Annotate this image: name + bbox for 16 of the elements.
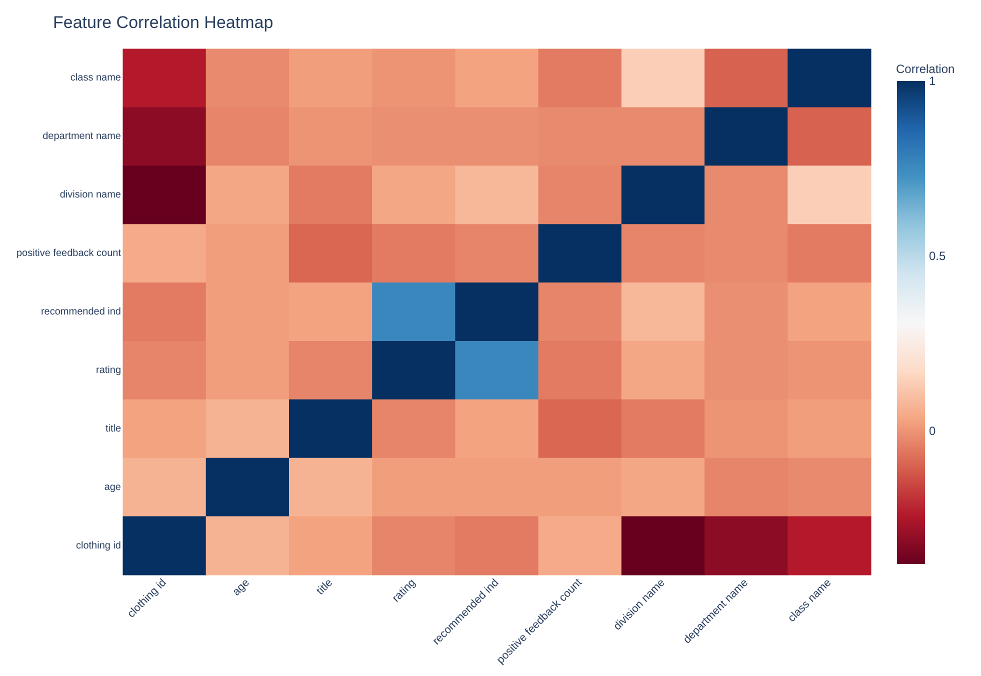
y-tick-label: clothing id: [76, 540, 121, 552]
x-tick-label: age: [230, 576, 252, 598]
color-bar-label: 1: [929, 74, 936, 88]
chart-title: Feature Correlation Heatmap: [53, 13, 274, 32]
color-bar-title: Correlation: [896, 62, 955, 76]
x-tick-label: title: [314, 576, 336, 598]
y-tick-label: title: [105, 423, 122, 434]
y-tick-label: recommended ind: [40, 306, 121, 318]
y-tick-label: division name: [60, 190, 122, 201]
color-bar-label: 0: [929, 424, 936, 438]
y-tick-label: class name: [70, 72, 122, 84]
y-tick-label: rating: [96, 364, 121, 376]
y-tick-label: age: [104, 482, 122, 493]
color-bar-label: 0.5: [929, 249, 946, 263]
y-tick-label: department name: [42, 131, 122, 142]
y-tick-label: positive feedback count: [16, 248, 122, 260]
